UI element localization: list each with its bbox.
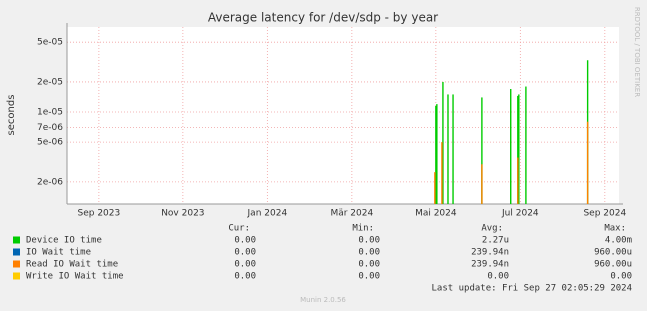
y-tick-label: 7e-06 — [37, 123, 63, 133]
legend-swatch — [13, 248, 20, 256]
y-axis-label: seconds — [6, 95, 17, 136]
legend-label: Write IO Wait time — [26, 272, 124, 282]
legend-swatch — [13, 260, 20, 268]
y-tick-label: 2e-05 — [37, 77, 63, 87]
x-tick-label: Jul 2024 — [501, 209, 539, 219]
legend-label: Device IO time — [26, 236, 102, 246]
x-tick-label: Sep 2024 — [583, 209, 626, 219]
y-tick-label: 2e-06 — [37, 177, 63, 187]
legend-header: Min: — [352, 224, 374, 234]
legend-stat: 0.00 — [487, 272, 509, 282]
legend-stat: 0.00 — [358, 248, 380, 258]
legend-swatch — [13, 236, 20, 244]
legend-stat: 0.00 — [234, 260, 256, 270]
footer: Munin 2.0.56 — [300, 296, 346, 304]
legend-stat: 4.00m — [605, 236, 632, 246]
legend-label: IO Wait time — [26, 248, 91, 258]
legend-header: Avg: — [481, 224, 503, 234]
legend-stat: 0.00 — [234, 272, 256, 282]
legend-stat: 0.00 — [358, 272, 380, 282]
x-tick-label: Sep 2023 — [78, 209, 121, 219]
x-tick-label: Mär 2024 — [330, 209, 373, 219]
legend-stat: 0.00 — [358, 236, 380, 246]
plot-area — [67, 27, 619, 204]
legend-label: Read IO Wait time — [26, 260, 118, 270]
side-label: RRDTOOL / TOBI OETIKER — [633, 7, 641, 97]
x-tick-label: Nov 2023 — [161, 209, 204, 219]
legend-stat: 960.00u — [594, 248, 632, 258]
legend-stat: 0.00 — [234, 236, 256, 246]
legend-stat: 0.00 — [358, 260, 380, 270]
legend-swatch — [13, 272, 20, 280]
legend-header: Cur: — [228, 224, 250, 234]
legend-stat: 0.00 — [610, 272, 632, 282]
chart-title: Average latency for /dev/sdp - by year — [208, 11, 438, 25]
legend-stat: 239.94n — [471, 260, 509, 270]
y-tick-label: 5e-05 — [37, 38, 63, 48]
y-tick-label: 1e-05 — [37, 108, 63, 118]
x-tick-label: Jan 2024 — [247, 209, 288, 219]
legend-header: Max: — [604, 224, 626, 234]
legend-stat: 960.00u — [594, 260, 632, 270]
last-update: Last update: Fri Sep 27 02:05:29 2024 — [432, 284, 632, 294]
legend-stat: 2.27u — [482, 236, 509, 246]
legend-stat: 0.00 — [234, 248, 256, 258]
y-tick-label: 5e-06 — [37, 138, 63, 148]
x-tick-label: Mai 2024 — [415, 209, 457, 219]
legend-stat: 239.94n — [471, 248, 509, 258]
